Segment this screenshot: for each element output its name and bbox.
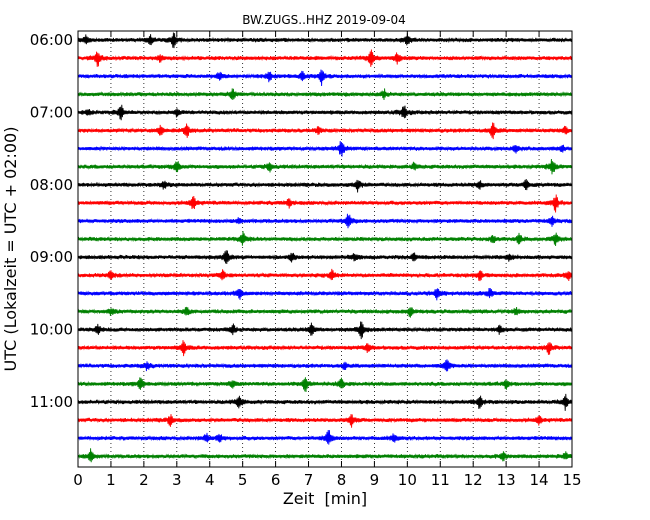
y-axis-ticks: 06:00 07:00 08:00 09:00 10:00 11:00 (30, 31, 572, 411)
seismic-trace (77, 268, 573, 282)
seismic-trace (77, 430, 573, 445)
chart-title: BW.ZUGS..HHZ 2019-09-04 (242, 13, 405, 27)
x-tick-label: 0 (73, 471, 83, 489)
seismic-trace (77, 49, 573, 67)
seismic-trace (77, 321, 573, 340)
seismic-trace (77, 213, 573, 229)
seismic-trace (77, 231, 573, 246)
seismic-trace (77, 288, 573, 301)
seismic-trace (77, 69, 573, 87)
x-tick-label: 5 (238, 471, 248, 489)
y-tick-label: 10:00 (30, 321, 73, 339)
seismic-trace (77, 448, 573, 463)
y-tick-label: 09:00 (30, 248, 73, 266)
x-tick-label: 1 (106, 471, 116, 489)
seismic-trace (77, 141, 573, 157)
seismic-trace (77, 393, 573, 411)
plot-frame (77, 30, 573, 468)
seismic-trace (77, 250, 573, 265)
x-tick-label: 2 (139, 471, 149, 489)
x-tick-label: 12 (464, 471, 483, 489)
seismic-trace (77, 377, 573, 393)
seismic-trace (77, 122, 573, 140)
seismic-trace (77, 359, 573, 372)
x-tick-label: 15 (562, 471, 581, 489)
x-tick-label: 9 (370, 471, 380, 489)
seismic-trace (77, 414, 573, 428)
seismic-trace (77, 88, 573, 101)
x-tick-label: 8 (337, 471, 347, 489)
y-tick-label: 07:00 (30, 103, 73, 121)
seismic-trace (77, 159, 573, 175)
seismic-trace (77, 178, 573, 193)
grid-lines (110, 31, 540, 467)
x-tick-label: 10 (398, 471, 417, 489)
y-tick-label: 06:00 (30, 31, 73, 49)
seismic-trace (77, 306, 573, 318)
x-tick-label: 4 (205, 471, 215, 489)
x-tick-label: 3 (172, 471, 182, 489)
x-axis-ticks: 0 1 2 3 4 5 6 7 8 9 10 11 12 13 14 15 (73, 31, 582, 489)
x-tick-label: 13 (497, 471, 516, 489)
seismic-traces (77, 32, 573, 463)
x-axis-label: Zeit [min] (283, 489, 367, 508)
y-axis-label: UTC (Lokalzeit = UTC + 02:00) (1, 127, 20, 372)
seismic-trace (77, 340, 573, 357)
seismic-trace (77, 32, 573, 49)
y-tick-label: 08:00 (30, 176, 73, 194)
seismic-trace (77, 104, 573, 121)
x-tick-label: 6 (271, 471, 281, 489)
y-tick-label: 11:00 (30, 393, 73, 411)
x-tick-label: 11 (431, 471, 450, 489)
seismic-trace (77, 194, 573, 213)
x-tick-label: 7 (304, 471, 314, 489)
x-tick-label: 14 (530, 471, 549, 489)
